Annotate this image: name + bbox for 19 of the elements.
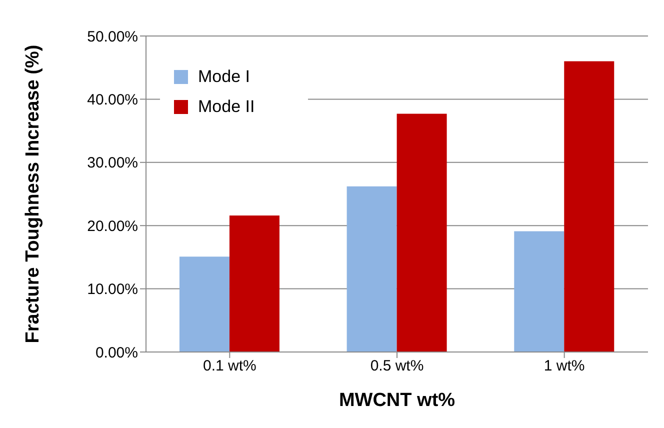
y-tick-label: 30.00%	[87, 154, 138, 172]
bar	[564, 61, 614, 352]
bar	[179, 256, 230, 352]
legend-label: Mode II	[198, 96, 255, 118]
bar	[229, 215, 280, 352]
bar	[346, 186, 397, 352]
y-tick-label: 10.00%	[87, 281, 138, 298]
bar	[396, 114, 447, 352]
bar	[514, 231, 564, 352]
legend-label: Mode I	[198, 66, 250, 88]
y-tick-label: 40.00%	[87, 92, 138, 109]
y-tick-label: 20.00%	[87, 218, 138, 235]
x-axis-title: MWCNT wt%	[338, 390, 456, 411]
y-tick-label: 50.00%	[87, 28, 138, 46]
x-tick-label: 0.5 wt%	[370, 358, 424, 375]
y-tick-label: 0.00%	[95, 344, 138, 362]
x-tick-label: 1 wt%	[544, 358, 585, 375]
x-tick-label: 0.1 wt%	[202, 358, 256, 375]
y-axis-title: Fracture Toughness Increase (%)	[22, 44, 44, 344]
